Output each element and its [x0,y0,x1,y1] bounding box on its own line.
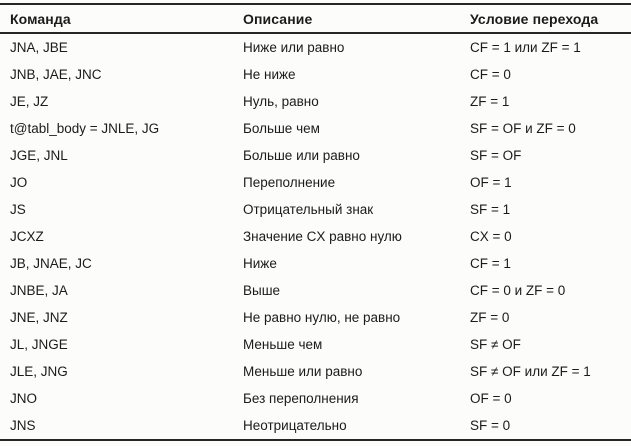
cell-command: JNA, JBE [10,40,68,55]
table-row: JS Отрицательный знак SF = 1 [0,196,631,223]
table-row: JNB, JAE, JNC Не ниже CF = 0 [0,61,631,88]
cell-condition: CF = 0 и ZF = 0 [470,283,566,298]
table-row: JCXZ Значение CX равно нулю CX = 0 [0,223,631,250]
cell-condition: ZF = 1 [470,94,510,109]
table-row: JNE, JNZ Не равно нулю, не равно ZF = 0 [0,304,631,331]
table-row: t@tabl_body = JNLE, JG Больше чем SF = OF … [0,115,631,142]
table-header: Команда Описание Условие перехода [0,4,631,34]
cell-command: JB, JNAE, JC [10,256,92,271]
header-row: Команда Описание Условие перехода [0,4,631,34]
column-header-condition: Условие перехода [460,4,631,34]
cell-command: t@tabl_body = JNLE, JG [10,121,160,136]
cell-description: Больше чем [243,121,320,136]
cell-condition: CF = 1 или ZF = 1 [470,40,581,55]
table-row: JNA, JBE Ниже или равно CF = 1 или ZF = 1 [0,33,631,61]
cell-condition: SF = OF и ZF = 0 [470,121,576,136]
cell-command: JNB, JAE, JNC [10,67,102,82]
table-row: JO Переполнение OF = 1 [0,169,631,196]
cell-condition: OF = 1 [470,175,512,190]
cell-condition: SF ≠ OF или ZF = 1 [470,364,591,379]
cell-condition: CX = 0 [470,229,512,244]
cell-command: JCXZ [10,229,44,244]
cell-condition: SF = OF [470,148,522,163]
cell-command: JNO [10,391,37,406]
cell-description: Значение CX равно нулю [243,229,402,244]
cell-command: JE, JZ [10,94,49,109]
column-header-description: Описание [233,4,460,34]
table-row: JNO Без переполнения OF = 0 [0,385,631,412]
cell-condition: CF = 0 [470,67,511,82]
jump-commands-table: Команда Описание Условие перехода JNA, J… [0,3,631,441]
table-row: JGE, JNL Больше или равно SF = OF [0,142,631,169]
cell-description: Отрицательный знак [243,202,374,217]
cell-condition: ZF = 0 [470,310,510,325]
cell-command: JNS [10,418,36,433]
cell-description: Без переполнения [243,391,359,406]
cell-description: Неотрицательно [243,418,347,433]
cell-condition: SF ≠ OF [470,337,521,352]
table-row: JL, JNGE Меньше чем SF ≠ OF [0,331,631,358]
table-row: JNBE, JA Выше CF = 0 и ZF = 0 [0,277,631,304]
column-header-command: Команда [0,4,233,34]
cell-command: JO [10,175,28,190]
cell-condition: SF = 1 [470,202,511,217]
cell-description: Переполнение [243,175,336,190]
table-row: JLE, JNG Меньше или равно SF ≠ OF или ZF =… [0,358,631,385]
cell-description: Меньше или равно [243,364,363,379]
cell-description: Выше [243,283,281,298]
table-row: JNS Неотрицательно SF = 0 [0,412,631,440]
cell-condition: SF = 0 [470,418,511,433]
cell-command: JL, JNGE [10,337,68,352]
cell-description: Ниже или равно [243,40,345,55]
cell-description: Нуль, равно [243,94,319,109]
cell-description: Больше или равно [243,148,360,163]
cell-command: JNBE, JA [10,283,68,298]
cell-description: Ниже [243,256,277,271]
cell-description: Меньше чем [243,337,323,352]
cell-condition: CF = 1 [470,256,511,271]
cell-command: JS [10,202,26,217]
cell-description: Не равно нулю, не равно [243,310,401,325]
table-row: JB, JNAE, JC Ниже CF = 1 [0,250,631,277]
cell-condition: OF = 0 [470,391,512,406]
table-row: JE, JZ Нуль, равно ZF = 1 [0,88,631,115]
cell-description: Не ниже [243,67,296,82]
cell-command: JNE, JNZ [10,310,68,325]
cell-command: JGE, JNL [10,148,68,163]
cell-command: JLE, JNG [10,364,68,379]
